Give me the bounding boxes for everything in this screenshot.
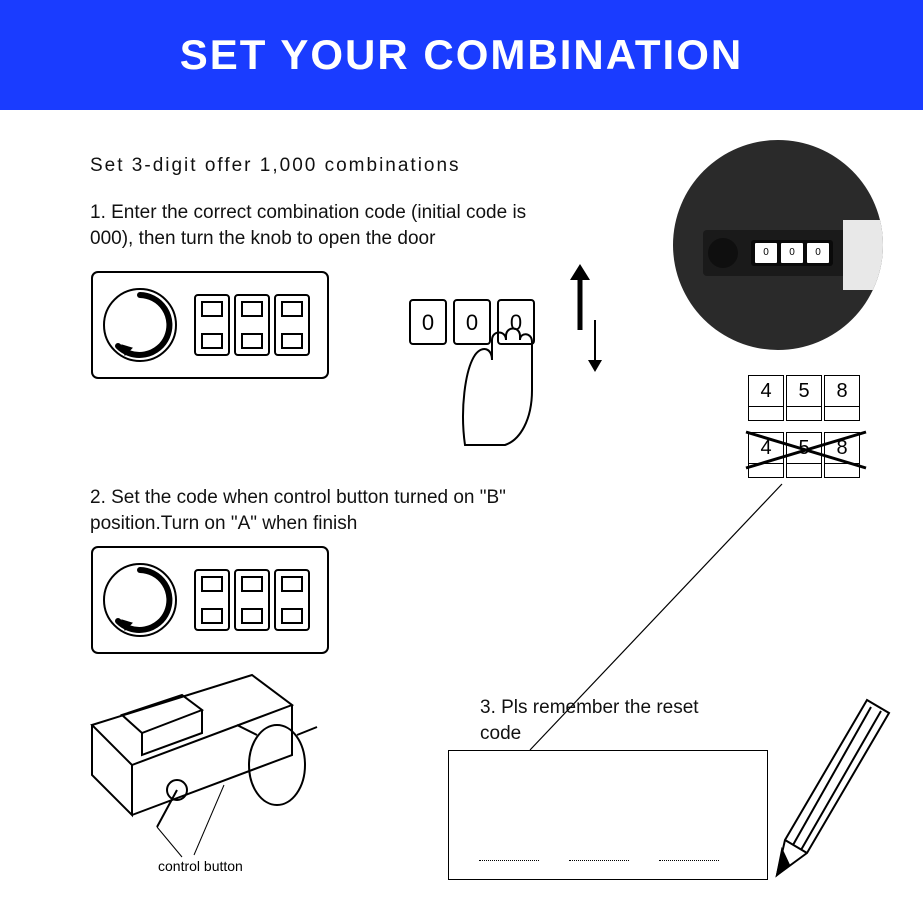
digit-cell-partial (786, 464, 822, 478)
lock-knob (708, 238, 738, 268)
dial-digit: 0 (755, 243, 777, 263)
digit-cell: 8 (824, 432, 860, 464)
digit-cell-partial (748, 464, 784, 478)
digit-cell: 4 (748, 432, 784, 464)
header-title: SET YOUR COMBINATION (180, 31, 743, 79)
photo-edge (843, 220, 883, 290)
header-banner: SET YOUR COMBINATION (0, 0, 923, 110)
subtitle-text: Set 3-digit offer 1,000 combinations (90, 155, 461, 177)
finger-dial-diagram: 0 0 0 (370, 260, 650, 450)
leader-line (500, 478, 800, 758)
digit-cell-partial (824, 407, 860, 421)
digit-cell-partial (824, 464, 860, 478)
blank-line (659, 860, 719, 861)
digit-cell: 8 (824, 375, 860, 407)
reset-code-note (448, 750, 768, 880)
blank-line (479, 860, 539, 861)
hint-digit: 0 (422, 310, 434, 335)
control-button-label: control button (158, 858, 243, 874)
lock-rear-diagram (62, 655, 342, 870)
lock-front-diagram-2 (90, 545, 330, 655)
lock-dials: 0 0 0 (751, 240, 833, 266)
step-2-text: 2. Set the code when control button turn… (90, 485, 540, 536)
dial-digit: 0 (807, 243, 829, 263)
product-photo: 0 0 0 (673, 140, 883, 350)
digit-cell: 5 (786, 432, 822, 464)
pencil-icon (757, 680, 897, 890)
hint-digit: 0 (510, 310, 522, 335)
digit-cell-partial (748, 407, 784, 421)
lock-front-diagram-1 (90, 270, 330, 380)
digit-cell: 4 (748, 375, 784, 407)
digit-cell-partial (786, 407, 822, 421)
digit-cell: 5 (786, 375, 822, 407)
blank-line (569, 860, 629, 861)
step-1-text: 1. Enter the correct combination code (i… (90, 200, 570, 251)
dial-digit: 0 (781, 243, 803, 263)
digits-correct: 4 5 8 (748, 375, 868, 430)
hint-digit: 0 (466, 310, 478, 335)
